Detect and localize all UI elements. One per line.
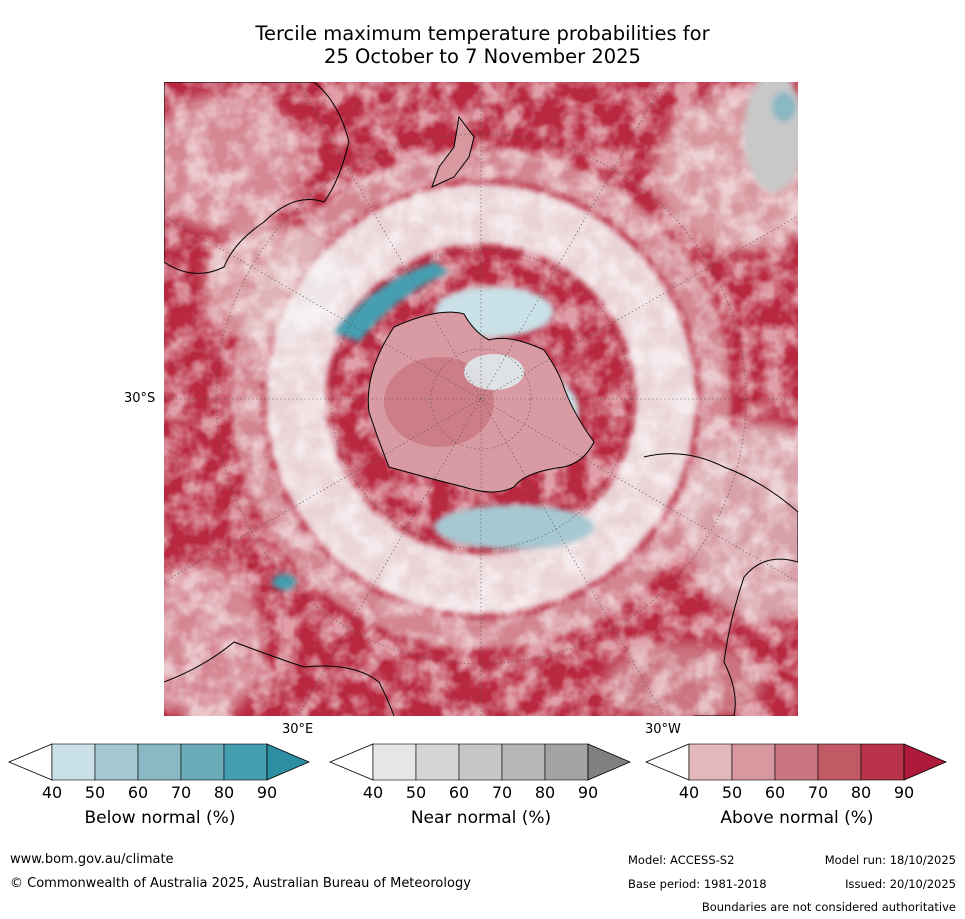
colorbar-segment <box>731 743 776 781</box>
colorbar-tick-label: 60 <box>449 783 469 802</box>
polar-stereographic-map <box>164 82 798 716</box>
below-normal-label: Below normal (%) <box>84 808 236 828</box>
longitude-label-30w: 30°W <box>645 722 681 737</box>
footer-copyright: © Commonwealth of Australia 2025, Austra… <box>10 876 471 891</box>
colorbar-extend-low <box>645 743 690 781</box>
colorbar-extend-high <box>587 743 632 781</box>
colorbar-tick-label: 90 <box>894 783 914 802</box>
colorbar-extend-low <box>8 743 53 781</box>
colorbar-tick-label: 60 <box>765 783 785 802</box>
colorbar-segment <box>774 743 819 781</box>
footer-model: Model: ACCESS-S2 <box>628 853 735 867</box>
graticule <box>164 82 798 716</box>
colorbar-segment <box>415 743 460 781</box>
map-title: Tercile maximum temperature probabilitie… <box>0 22 965 68</box>
map-canvas <box>164 82 798 716</box>
colorbar-tick-label: 80 <box>851 783 871 802</box>
colorbar-tick-label: 80 <box>535 783 555 802</box>
antarctica-near-normal <box>464 354 524 390</box>
south-america-coast <box>643 453 798 716</box>
colorbar-segment <box>223 743 268 781</box>
colorbar-tick-label: 40 <box>679 783 699 802</box>
colorbar-tick-label: 50 <box>722 783 742 802</box>
footer-base-period: Base period: 1981-2018 <box>628 877 767 891</box>
above-normal-label: Above normal (%) <box>720 808 874 828</box>
africa-coast <box>164 641 395 716</box>
footer-disclaimer: Boundaries are not considered authoritat… <box>701 900 956 914</box>
colorbar-segment <box>372 743 417 781</box>
latitude-label-30s: 30°S <box>124 391 156 406</box>
colorbar-tick-label: 40 <box>363 783 383 802</box>
colorbar-segment <box>501 743 546 781</box>
colorbar-extend-high <box>903 743 948 781</box>
colorbar-tick-label: 40 <box>42 783 62 802</box>
colorbar-segment <box>458 743 503 781</box>
above-normal-colorbar: 40 50 60 70 80 90 <box>645 743 948 802</box>
near-normal-label: Near normal (%) <box>410 808 552 828</box>
colorbar-segment <box>688 743 733 781</box>
australia-coast <box>164 82 350 274</box>
colorbar-segment <box>180 743 225 781</box>
colorbar-extend-high <box>266 743 311 781</box>
colorbar-tick-label: 90 <box>257 783 277 802</box>
colorbar-tick-label: 80 <box>214 783 234 802</box>
antarctica-interior <box>384 357 494 447</box>
colorbar-tick-label: 60 <box>128 783 148 802</box>
footer-model-run: Model run: 18/10/2025 <box>824 853 956 867</box>
below-normal-colorbar: 40 50 60 70 80 90 <box>8 743 311 802</box>
colorbar-tick-label: 50 <box>85 783 105 802</box>
footer-url: www.bom.gov.au/climate <box>10 852 174 867</box>
colorbar-tick-label: 70 <box>492 783 512 802</box>
colorbar-tick-label: 50 <box>406 783 426 802</box>
footer-issued: Issued: 20/10/2025 <box>845 877 956 891</box>
colorbar-tick-label: 70 <box>808 783 828 802</box>
title-line-2: 25 October to 7 November 2025 <box>324 45 641 68</box>
colorbar-segment <box>860 743 905 781</box>
colorbar-segment <box>817 743 862 781</box>
colorbar-segment <box>94 743 139 781</box>
colorbar-segment <box>51 743 96 781</box>
colorbar-segment <box>137 743 182 781</box>
longitude-label-30e: 30°E <box>282 722 314 737</box>
colorbar-segment <box>544 743 589 781</box>
new-zealand-coast <box>431 115 475 188</box>
colorbar-tick-label: 90 <box>578 783 598 802</box>
title-line-1: Tercile maximum temperature probabilitie… <box>255 22 710 45</box>
colorbar-tick-label: 70 <box>171 783 191 802</box>
near-normal-colorbar: 40 50 60 70 80 90 <box>329 743 632 802</box>
colorbar-extend-low <box>329 743 374 781</box>
